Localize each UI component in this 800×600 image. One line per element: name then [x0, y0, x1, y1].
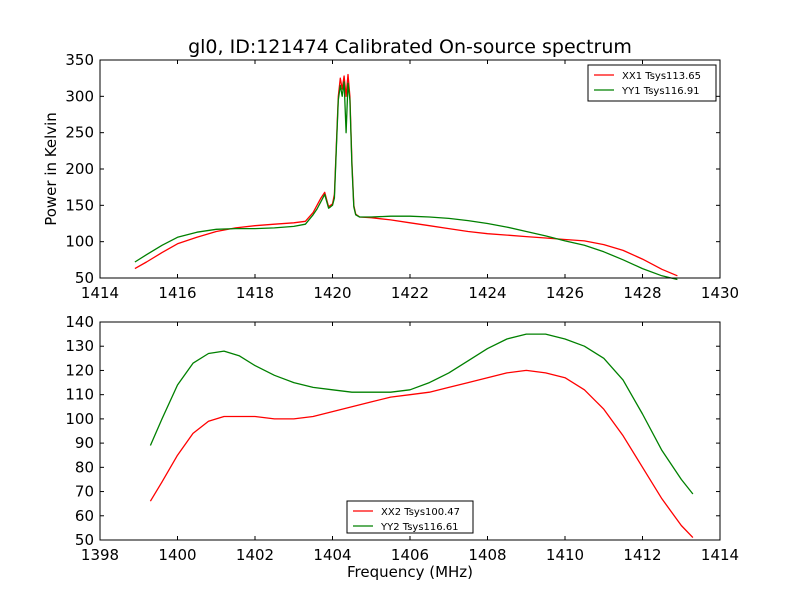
legend-2: XX2 Tsys100.47 YY2 Tsys116.61 — [346, 500, 474, 534]
x-tick-label: 1400 — [158, 546, 196, 564]
x-axis-label: Frequency (MHz) — [347, 563, 473, 581]
x-tick-label: 1428 — [623, 284, 661, 302]
y-tick-label: 50 — [75, 269, 94, 287]
legend-label: YY2 Tsys116.61 — [380, 522, 459, 533]
y-tick-label: 250 — [65, 124, 94, 142]
plots-group: 1414 1416 1418 1420 1422 1424 1426 1428 1430 50 10… — [42, 51, 739, 581]
x-tick-label: 1410 — [546, 546, 584, 564]
y-tick-label: 140 — [65, 313, 94, 331]
y-tick-label: 200 — [65, 160, 94, 178]
x-tick-label: 1414 — [81, 284, 119, 302]
chart-2: 1398 1400 1402 1404 1406 1408 1410 1412 1414 50 60… — [65, 313, 739, 581]
x-tick-label: 1408 — [468, 546, 506, 564]
x-tick-label: 1424 — [468, 284, 506, 302]
y-axis-label: Power in Kelvin — [42, 112, 60, 226]
figure-title: gl0, ID:121474 Calibrated On-source spec… — [188, 36, 632, 58]
x-tick-label: 1402 — [236, 546, 274, 564]
series-line-1-1 — [134, 73, 678, 277]
x-tick-label: 1430 — [701, 284, 739, 302]
x-tick-label: 1426 — [546, 284, 584, 302]
series-line-2-2 — [149, 333, 694, 495]
y-tick-label: 130 — [65, 337, 94, 355]
legend-label: XX2 Tsys100.47 — [381, 507, 460, 518]
y-tick-label: 80 — [75, 458, 94, 476]
y-tick-label: 120 — [65, 361, 94, 379]
y-tick-label: 110 — [65, 386, 94, 404]
y-tick-label: 100 — [65, 233, 94, 251]
y-tick-label: 150 — [65, 196, 94, 214]
x-tick-label: 1404 — [313, 546, 351, 564]
y-tick-label: 300 — [65, 87, 94, 105]
legend-box — [346, 500, 474, 534]
x-tick-label: 1416 — [158, 284, 196, 302]
x-tick-label: 1418 — [236, 284, 274, 302]
x-tick-label: 1398 — [81, 546, 119, 564]
y-tick-label: 50 — [75, 531, 94, 549]
x-tick-label: 1422 — [391, 284, 429, 302]
legend-box — [587, 64, 717, 102]
series-line-2-1 — [149, 369, 694, 539]
legend-1: XX1 Tsys113.65 YY1 Tsys116.91 — [587, 64, 717, 102]
legend-label: YY1 Tsys116.91 — [621, 86, 700, 97]
x-tick-label: 1414 — [701, 546, 739, 564]
y-tick-label: 70 — [75, 483, 94, 501]
x-tick-label: 1420 — [313, 284, 351, 302]
legend-label: XX1 Tsys113.65 — [622, 71, 701, 82]
series-line-1-2 — [134, 81, 678, 281]
y-tick-label: 90 — [75, 434, 94, 452]
x-tick-label: 1412 — [623, 546, 661, 564]
y-tick-label: 100 — [65, 410, 94, 428]
y-tick-label: 60 — [75, 507, 94, 525]
y-tick-label: 350 — [65, 51, 94, 69]
chart-1: 1414 1416 1418 1420 1422 1424 1426 1428 1430 50 10… — [42, 51, 739, 302]
x-tick-label: 1406 — [391, 546, 429, 564]
